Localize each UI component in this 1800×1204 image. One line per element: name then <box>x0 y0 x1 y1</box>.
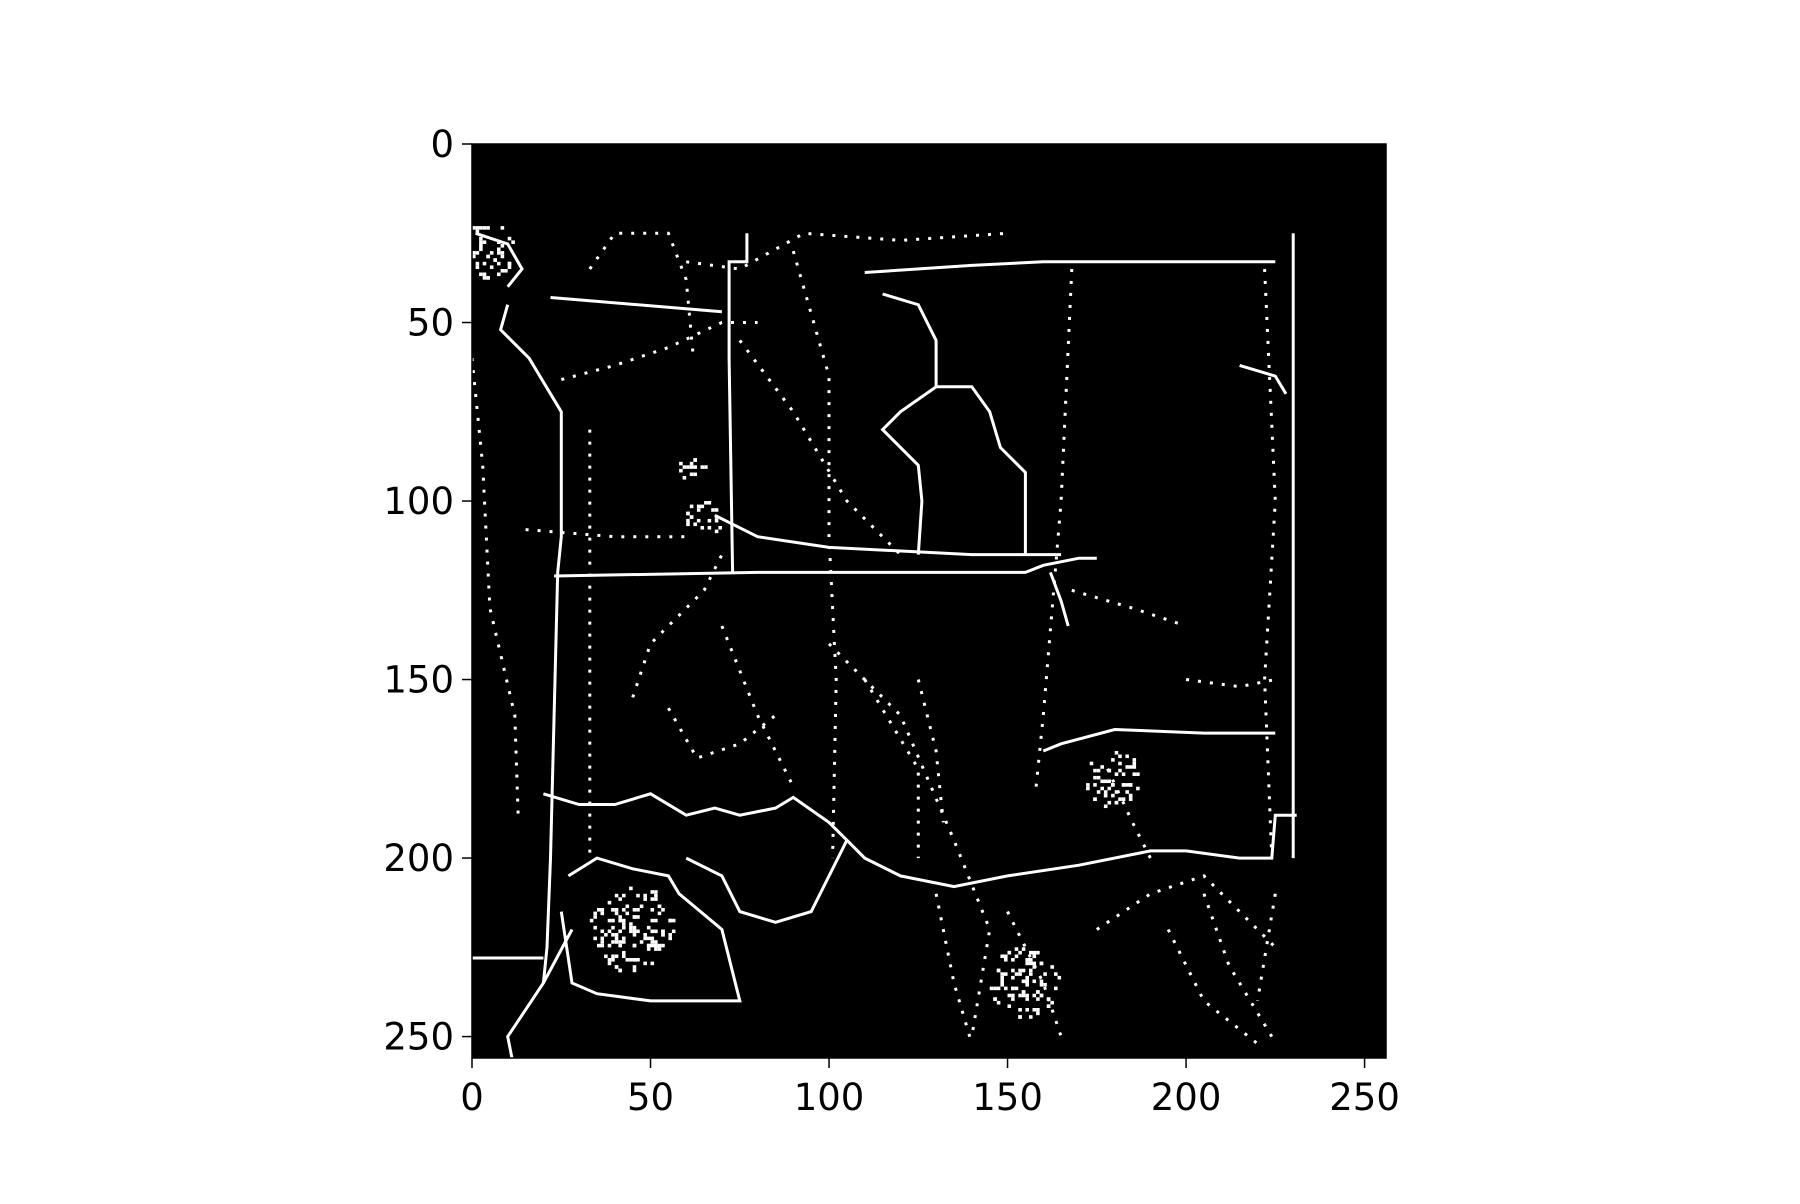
solid-line-feature <box>550 296 723 314</box>
image-features <box>472 226 1297 1058</box>
dotted-line-feature <box>1166 928 1259 1045</box>
dotted-line-feature <box>1095 874 1277 949</box>
dotted-line-feature <box>1106 768 1152 859</box>
x-tick-label: 0 <box>460 1076 484 1119</box>
dense-patch-feature <box>589 886 676 973</box>
solid-line-feature <box>864 260 1276 274</box>
x-tick-label: 150 <box>972 1076 1043 1119</box>
y-axis: 0 50 100 150 200 250 <box>383 123 472 1059</box>
dotted-line-feature <box>588 231 695 359</box>
dotted-line-feature <box>934 893 974 1045</box>
solid-line-feature <box>936 385 1027 555</box>
solid-line-feature <box>1042 727 1276 753</box>
dotted-line-feature <box>720 625 795 788</box>
dotted-line-feature <box>560 321 758 382</box>
solid-line-feature <box>498 304 563 984</box>
solid-line-feature <box>1239 363 1288 395</box>
dense-patch-feature <box>472 226 515 280</box>
x-tick-label: 200 <box>1151 1076 1222 1119</box>
solid-line-feature <box>475 231 524 288</box>
dotted-line-feature <box>472 358 520 823</box>
y-tick-label: 0 <box>430 123 454 166</box>
solid-line-feature <box>685 839 849 924</box>
dense-patch-feature <box>1086 751 1140 809</box>
dense-patch-feature <box>679 458 708 480</box>
solid-line-feature <box>554 556 1097 578</box>
x-tick-label: 50 <box>627 1076 674 1119</box>
solid-line-feature <box>559 856 742 1003</box>
dotted-line-feature <box>1006 910 1063 1038</box>
image-background <box>472 144 1386 1058</box>
x-axis: 0 50 100 150 200 250 <box>460 1058 1400 1119</box>
y-tick-label: 250 <box>383 1016 454 1059</box>
y-tick-label: 150 <box>383 659 454 702</box>
dotted-line-feature <box>791 250 838 859</box>
solid-line-feature <box>542 792 1297 889</box>
dense-patch-feature <box>686 501 722 534</box>
solid-line-feature <box>727 233 749 573</box>
x-tick-label: 100 <box>794 1076 865 1119</box>
y-tick-label: 50 <box>407 302 454 345</box>
dotted-line-feature <box>916 679 945 823</box>
dense-patch-feature <box>989 947 1062 1019</box>
dotted-line-feature <box>1202 893 1274 1038</box>
image-layer <box>472 144 1386 1058</box>
x-tick-label: 250 <box>1329 1076 1400 1119</box>
y-tick-label: 100 <box>383 480 454 523</box>
dotted-line-feature <box>686 231 1008 271</box>
axes-frame <box>471 143 1387 1059</box>
solid-line-feature <box>506 928 574 1058</box>
y-tick-label: 200 <box>383 837 454 880</box>
solid-line-feature <box>880 292 938 555</box>
